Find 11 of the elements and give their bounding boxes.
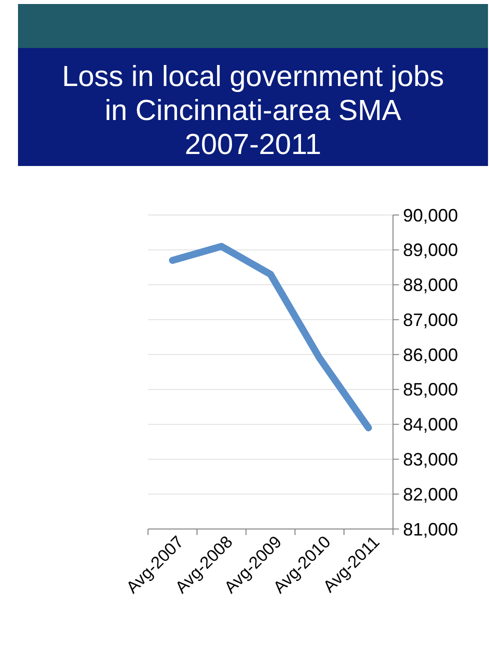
chart-title: Loss in local government jobs in Cincinnati-area SMA 2007-2011 [62, 61, 444, 161]
y-tick-label: 85,000 [403, 380, 458, 400]
y-tick-label: 88,000 [403, 275, 458, 296]
y-tick-label: 83,000 [403, 450, 458, 470]
y-tick-label: 81,000 [403, 519, 458, 540]
y-tick-label: 87,000 [403, 310, 458, 330]
y-tick-label: 82,000 [403, 484, 458, 504]
y-tick-label: 89,000 [403, 240, 458, 260]
y-tick-label: 84,000 [403, 414, 458, 435]
y-tick-label: 86,000 [403, 344, 458, 365]
y-tick-label: 90,000 [403, 205, 458, 226]
